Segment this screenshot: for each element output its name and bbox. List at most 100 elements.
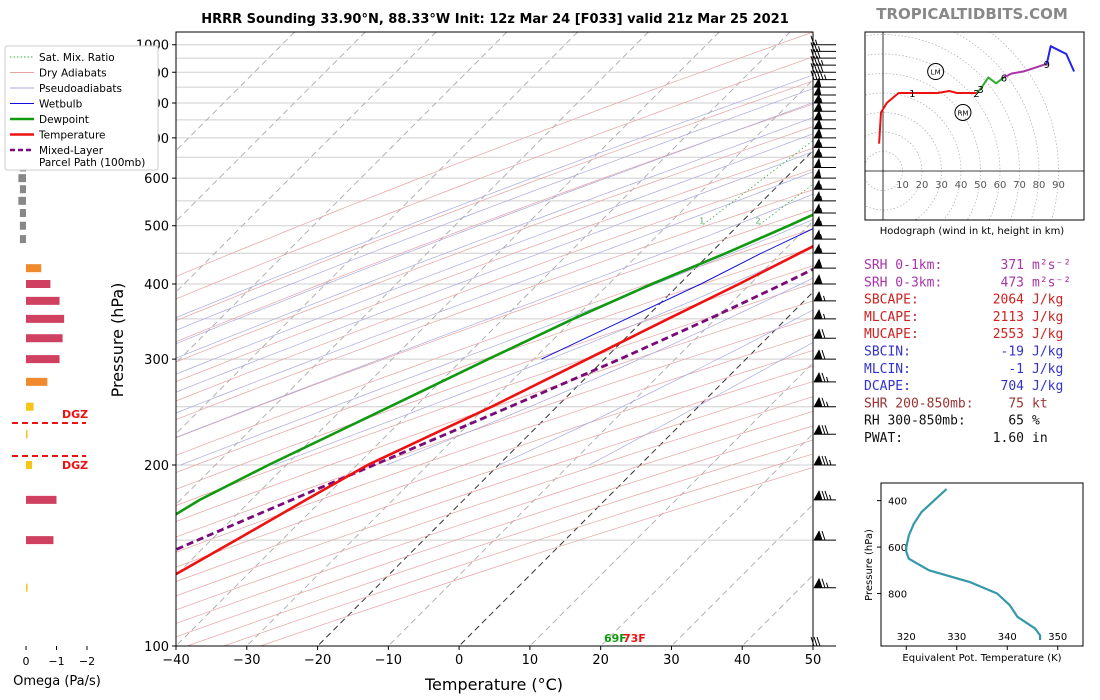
omega-x-tick-label: −1 [48,655,64,668]
index-value: 1.60 [993,431,1024,446]
pseudoadiabat-line [176,171,813,414]
wind-barb [813,455,836,466]
mixing-ratio-label: 10 [900,217,910,226]
index-label: SRH 0-1km: [864,258,942,273]
isotherm-line [176,32,791,646]
omega-bar [19,185,26,194]
mixing-ratio-line [1019,32,1100,226]
x-tick-label: 10 [522,653,539,668]
mixing-ratio-line [931,32,1100,226]
x-tick-label: −20 [304,653,331,668]
index-value: 2064 [993,293,1024,308]
isotherm-line [600,433,813,646]
x-tick-label: 20 [592,653,609,668]
index-unit: m²s⁻² [1032,275,1071,290]
index-label: SHR 200-850mb: [864,396,974,411]
y-tick-label: 300 [144,353,169,368]
mixing-ratio-label: 6 [853,217,858,226]
index-label: RH 300-850mb: [864,414,966,429]
wind-barb [813,118,836,130]
y-tick-label: 400 [144,278,169,293]
dry-adiabat-line [176,32,813,277]
wind-barb [813,229,836,240]
hodograph-ring-label: 90 [1052,180,1065,191]
wind-barb [813,396,836,408]
pseudoadiabat-line [498,309,813,466]
index-unit: in [1032,431,1048,446]
theta-e-x-tick-label: 340 [998,632,1017,643]
dry-adiabat-line [176,103,813,343]
dgz-label-bottom: DGZ [62,459,88,472]
omega-bar [19,208,26,217]
series-mixed-layer-parcel-path-100mb [176,267,813,552]
pseudoadiabat-line [176,193,813,438]
legend-label: Mixed-Layer [39,145,104,157]
surface-dewpoint-label: 69F [604,632,627,645]
dry-adiabat-line [176,247,813,473]
index-unit: J/kg [1032,310,1063,325]
skewt-y-label: Pressure (hPa) [108,283,127,398]
dry-adiabat-line [176,147,813,383]
pseudoadiabat-line [176,133,813,375]
storm-motion-marker [954,104,972,121]
dry-adiabat-line [176,56,813,300]
wind-barb [813,577,836,589]
omega-x-tick-label: −2 [79,655,95,668]
index-value: -1 [1008,362,1024,377]
theta-e-y-tick-label: 600 [888,543,907,554]
index-unit: % [1032,414,1040,429]
hodograph-ring-label: 10 [896,180,909,191]
theta-e-panel: 320 330 340 350 400 600 800 Equivalent Pot. Te… [864,482,1084,664]
wind-barb [813,110,836,121]
dry-adiabat-line [176,350,813,568]
pseudoadiabat-line [176,117,813,359]
wind-barb [813,258,836,269]
wind-barb [813,215,836,227]
isotherm-line [317,149,813,646]
theta-e-x-label: Equivalent Pot. Temperature (K) [902,653,1061,664]
legend-label: Temperature [38,130,106,142]
series-wetbulb [541,228,813,360]
mixing-ratio-label: 20 [971,217,981,226]
dry-adiabat-line [176,265,813,490]
index-value: 65 [1008,414,1024,429]
index-value: 371 [1001,258,1024,273]
dry-adiabat-line [176,189,813,420]
isotherm-line [671,503,813,646]
wind-barb [813,372,836,383]
wind-barbs [810,35,836,647]
wind-barb [813,530,836,541]
omega-bar [26,402,34,411]
wind-barb [813,349,836,360]
isotherm-line [176,32,366,222]
mixing-ratio-label: 36 [1034,217,1044,226]
indices-table: SRH 0-1km: 371 m²s⁻² SRH 0-3km: 473 m²s⁻² SBCA… [864,258,1071,446]
wind-barb [813,243,836,254]
index-unit: m²s⁻² [1032,258,1071,273]
omega-bar [26,280,51,289]
hodograph-ring-label: 80 [1033,180,1046,191]
isotherm-line [246,79,813,646]
wind-barb [813,291,836,302]
pseudoadiabat-line [386,277,813,466]
isotherm-line [458,291,813,646]
omega-bar [26,296,60,305]
chart-title: HRRR Sounding 33.90°N, 88.33°W Init: 12z… [201,12,789,27]
theta-e-y-label: Pressure (hPa) [864,529,875,601]
index-label: MLCIN: [864,362,911,377]
index-label: SBCAPE: [864,293,919,308]
theta-e-line [905,488,1042,640]
omega-bar [26,583,28,592]
hodograph-height-label: 3 [977,85,983,96]
index-label: PWAT: [864,431,903,446]
isotherm-line [176,32,720,576]
wind-barb [813,137,836,148]
index-label: SRH 0-3km: [864,275,942,290]
omega-bar [26,334,63,343]
dry-adiabat-line [176,168,813,402]
index-value: 2113 [993,310,1024,325]
x-tick-label: 50 [805,653,822,668]
omega-bar [26,355,60,364]
mixing-ratio-label: 13 [926,217,936,226]
dry-adiabat-line [176,228,813,456]
